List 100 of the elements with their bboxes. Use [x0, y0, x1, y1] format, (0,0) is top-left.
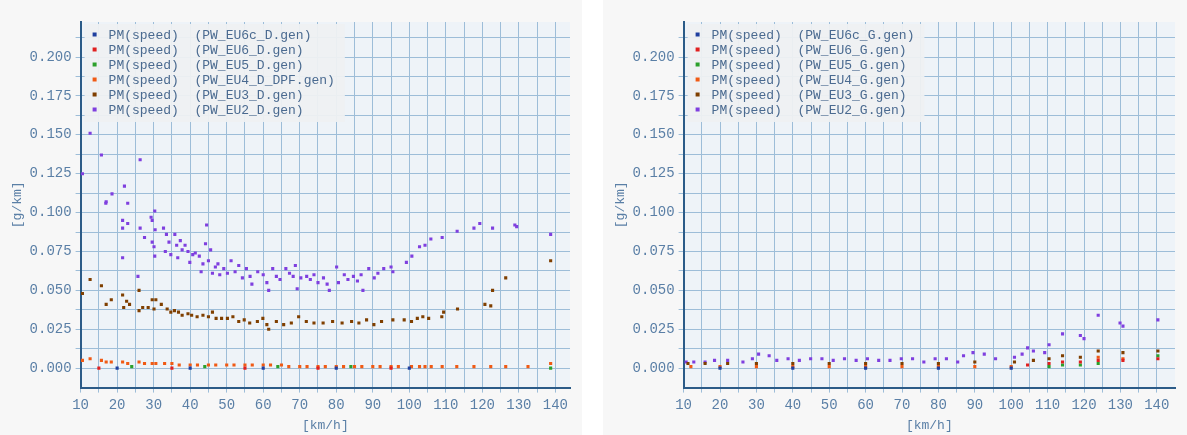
point	[1096, 361, 1100, 366]
point	[944, 357, 948, 361]
point	[1047, 357, 1051, 361]
point	[1031, 358, 1035, 362]
point	[854, 358, 858, 362]
x-tick-label: 110	[1034, 396, 1061, 413]
point	[757, 352, 761, 356]
legend-label: PM(speed) (PW_EU6_G.gen)	[711, 42, 907, 58]
point	[900, 365, 904, 369]
x-tick-label: 80	[930, 396, 947, 413]
point	[726, 361, 730, 366]
legend-label: PM(speed) (PW_EU6c_D.gen)	[108, 27, 312, 43]
legend-label: PM(speed) (PW_EU3_D.gen)	[108, 87, 304, 103]
point	[831, 358, 835, 362]
point	[900, 361, 904, 366]
point	[692, 360, 696, 364]
x-tick-label: 100	[396, 396, 422, 413]
x-tick-label: 130	[1107, 396, 1134, 413]
y-tick-label: 0.200	[29, 48, 72, 65]
x-tick-label: 80	[327, 396, 345, 413]
point	[1156, 318, 1160, 322]
point	[961, 354, 966, 358]
point	[877, 358, 881, 362]
legend-label: PM(speed) (PW_EU5_D.gen)	[108, 57, 304, 73]
point	[973, 365, 977, 369]
point	[1060, 354, 1065, 358]
point	[786, 357, 790, 361]
point	[1121, 324, 1125, 328]
x-axis-title: [km/h]	[301, 417, 349, 433]
point	[712, 358, 717, 362]
point	[754, 361, 758, 366]
point	[1026, 346, 1030, 350]
legend-label: PM(speed) (PW_EU3_G.gen)	[711, 87, 907, 103]
legend-label: PM(speed) (PW_EU6c_G.gen)	[711, 27, 915, 43]
point	[767, 354, 771, 358]
point	[982, 352, 986, 356]
point	[775, 358, 779, 362]
point	[865, 357, 869, 361]
y-tick-label: 0.050	[29, 282, 72, 299]
point	[1082, 337, 1086, 341]
point	[1078, 355, 1082, 359]
x-axis-title: [km/h]	[905, 417, 953, 433]
x-tick-label: 30	[748, 396, 765, 413]
point	[1078, 333, 1082, 338]
point	[1156, 349, 1160, 353]
point	[922, 360, 926, 364]
x-tick-label: 20	[108, 396, 126, 413]
point	[1060, 332, 1065, 336]
legend-label: PM(speed) (PW_EU4_G.gen)	[711, 72, 907, 88]
point	[726, 358, 730, 362]
point	[1121, 351, 1125, 355]
point	[842, 357, 847, 361]
x-tick-label: 60	[254, 396, 272, 413]
x-tick-label: 120	[469, 396, 495, 413]
y-tick-label: 0.075	[632, 243, 675, 260]
y-tick-label: 0.125	[632, 165, 675, 182]
y-tick-label: 0.025	[632, 320, 675, 337]
point	[1026, 363, 1030, 367]
x-tick-label: 60	[857, 396, 875, 413]
y-tick-label: 0.150	[632, 126, 675, 143]
y-tick-label: 0.075	[29, 243, 72, 260]
y-tick-label: 0.000	[29, 359, 72, 376]
point	[1012, 360, 1017, 364]
x-tick-label: 50	[218, 396, 236, 413]
y-tick-label: 0.000	[632, 359, 675, 376]
point	[750, 357, 754, 361]
x-tick-label: 10	[72, 396, 90, 413]
point	[797, 358, 801, 362]
legend-label: PM(speed) (PW_EU5_G.gen)	[711, 57, 907, 73]
x-tick-label: 20	[711, 396, 729, 413]
point	[899, 357, 903, 361]
point	[936, 361, 940, 366]
point	[971, 351, 975, 355]
point	[820, 357, 824, 361]
y-tick-label: 0.125	[29, 165, 72, 182]
y-tick-label: 0.025	[29, 320, 72, 337]
x-tick-label: 120	[1071, 396, 1097, 413]
point	[911, 357, 915, 361]
point	[827, 361, 831, 366]
x-tick-label: 140	[1144, 396, 1170, 413]
point	[1047, 343, 1051, 347]
point	[933, 357, 937, 361]
point	[888, 358, 892, 362]
y-axis-title: [g/km]	[613, 181, 629, 229]
y-tick-label: 0.050	[632, 282, 675, 299]
point	[1047, 361, 1051, 366]
x-tick-label: 70	[291, 396, 309, 413]
x-tick-label: 90	[364, 396, 382, 413]
point	[754, 365, 758, 369]
x-tick-label: 30	[145, 396, 163, 413]
point	[791, 361, 795, 366]
y-tick-label: 0.175	[632, 87, 675, 104]
point	[827, 365, 831, 369]
y-axis-title: [g/km]	[10, 181, 26, 229]
y-tick-label: 0.150	[29, 126, 72, 143]
point	[994, 357, 998, 361]
x-tick-label: 100	[998, 396, 1024, 413]
x-tick-label: 90	[966, 396, 984, 413]
point	[864, 361, 868, 366]
point	[809, 357, 813, 361]
